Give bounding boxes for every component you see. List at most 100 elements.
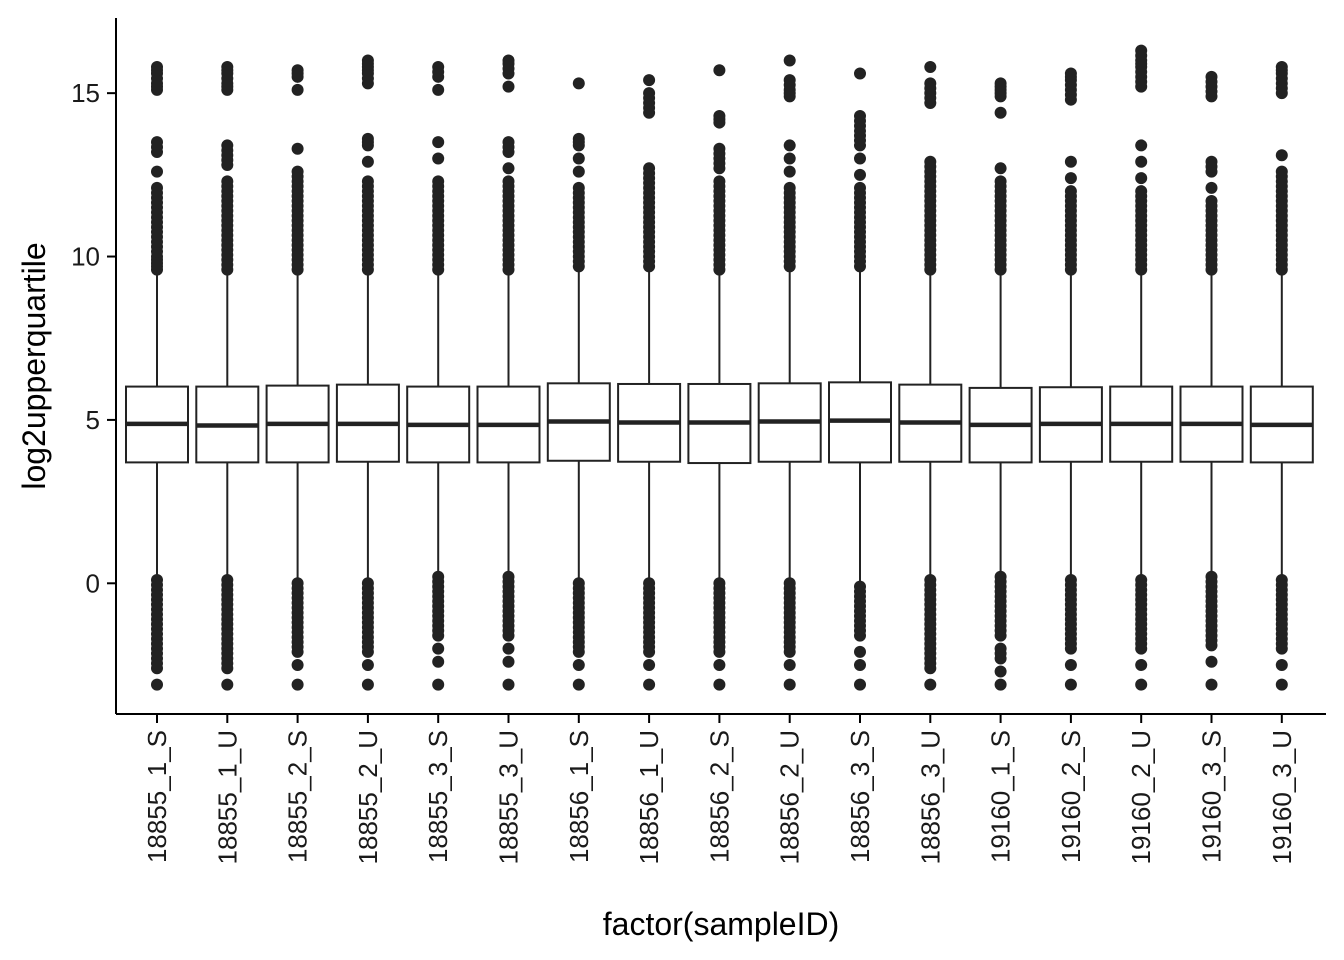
outlier-point bbox=[854, 605, 866, 618]
outlier-point bbox=[643, 245, 656, 258]
outlier-point bbox=[151, 196, 163, 209]
outlier-point bbox=[1205, 239, 1218, 252]
outlier-point bbox=[1135, 75, 1148, 88]
outlier-point bbox=[854, 255, 866, 268]
outlier-point bbox=[1205, 75, 1218, 88]
outlier-point bbox=[291, 631, 304, 644]
outlier-point bbox=[502, 162, 515, 175]
outlier-point bbox=[1064, 88, 1077, 101]
y-tick-label: 0 bbox=[86, 568, 100, 598]
outlier-point bbox=[1275, 82, 1288, 95]
outlier-point bbox=[151, 657, 163, 670]
outlier-point bbox=[221, 229, 234, 242]
outlier-point bbox=[432, 65, 445, 78]
outlier-point bbox=[924, 578, 937, 591]
outlier-point bbox=[572, 255, 585, 268]
outlier-point bbox=[1064, 608, 1077, 621]
x-tick-label: 18855_1_U bbox=[212, 730, 242, 864]
outlier-point bbox=[221, 239, 234, 252]
outlier-point bbox=[783, 206, 796, 219]
outlier-point bbox=[994, 209, 1007, 222]
outlier-point bbox=[432, 136, 445, 149]
outlier-point bbox=[221, 190, 234, 203]
outlier-point bbox=[221, 219, 234, 232]
outlier-point bbox=[291, 142, 304, 155]
outlier-point bbox=[1135, 248, 1148, 261]
outlier-point bbox=[783, 641, 796, 654]
outlier-point bbox=[713, 157, 726, 170]
outlier-point bbox=[924, 92, 937, 105]
box-group bbox=[617, 74, 682, 691]
outlier-point bbox=[291, 67, 304, 80]
outlier-point bbox=[924, 598, 937, 611]
outlier-point bbox=[924, 588, 937, 601]
outlier-point bbox=[502, 585, 515, 598]
outlier-point bbox=[1275, 578, 1288, 591]
outlier-point bbox=[361, 229, 374, 242]
outlier-point bbox=[994, 678, 1007, 691]
outlier-point bbox=[1205, 209, 1218, 222]
outlier-point bbox=[432, 624, 445, 637]
outlier-point bbox=[432, 190, 445, 203]
box-group bbox=[125, 61, 189, 691]
outlier-point bbox=[432, 83, 445, 96]
outlier-point bbox=[291, 641, 304, 654]
outlier-point bbox=[151, 588, 163, 601]
box-group bbox=[476, 54, 541, 691]
outlier-point bbox=[361, 239, 374, 252]
outlier-point bbox=[361, 641, 374, 654]
outlier-point bbox=[713, 582, 726, 595]
outlier-point bbox=[151, 618, 163, 631]
outlier-point bbox=[713, 239, 726, 252]
outlier-point bbox=[1205, 624, 1218, 637]
outlier-point bbox=[924, 657, 937, 670]
x-tick-label: 18856_1_S bbox=[564, 730, 594, 863]
outlier-point bbox=[713, 180, 726, 193]
outlier-point bbox=[1275, 678, 1288, 691]
outlier-point bbox=[643, 177, 656, 190]
outlier-point bbox=[924, 82, 937, 95]
outlier-point bbox=[151, 627, 163, 640]
outlier-point bbox=[361, 631, 374, 644]
outlier-point bbox=[643, 582, 656, 595]
outlier-point bbox=[361, 582, 374, 595]
outlier-point bbox=[924, 170, 937, 183]
outlier-point bbox=[854, 658, 866, 671]
outlier-point bbox=[502, 239, 515, 252]
outlier-point bbox=[1205, 585, 1218, 598]
outlier-point bbox=[221, 608, 234, 621]
outlier-point bbox=[221, 199, 234, 212]
outlier-point bbox=[1135, 239, 1148, 252]
outlier-point bbox=[151, 226, 163, 239]
outlier-point bbox=[1064, 239, 1077, 252]
outlier-point bbox=[361, 190, 374, 203]
outlier-point bbox=[854, 678, 866, 691]
box-group bbox=[1249, 61, 1314, 691]
outlier-point bbox=[713, 258, 726, 271]
outlier-point bbox=[854, 168, 866, 181]
outlier-point bbox=[361, 258, 374, 271]
outlier-point bbox=[502, 199, 515, 212]
outlier-point bbox=[643, 74, 656, 87]
outlier-point bbox=[643, 658, 656, 671]
outlier-point bbox=[432, 575, 445, 588]
outlier-point bbox=[151, 637, 163, 650]
outlier-point bbox=[994, 190, 1007, 203]
outlier-point bbox=[1205, 678, 1218, 691]
outlier-point bbox=[713, 611, 726, 624]
outlier-point bbox=[924, 647, 937, 660]
outlier-point bbox=[572, 235, 585, 248]
outlier-point bbox=[994, 665, 1007, 678]
outlier-point bbox=[291, 190, 304, 203]
outlier-point bbox=[1275, 637, 1288, 650]
outlier-point bbox=[1135, 588, 1148, 601]
outlier-point bbox=[1135, 229, 1148, 242]
outlier-point bbox=[924, 637, 937, 650]
outlier-point bbox=[994, 199, 1007, 212]
outlier-point bbox=[854, 114, 866, 127]
x-axis: 18855_1_S 18855_1_U 18855_2_S 18855_2_U 1885… bbox=[142, 714, 1297, 864]
outlier-point bbox=[643, 592, 656, 604]
outlier-point bbox=[291, 658, 304, 671]
outlier-point bbox=[994, 595, 1007, 608]
outlier-point bbox=[432, 614, 445, 627]
